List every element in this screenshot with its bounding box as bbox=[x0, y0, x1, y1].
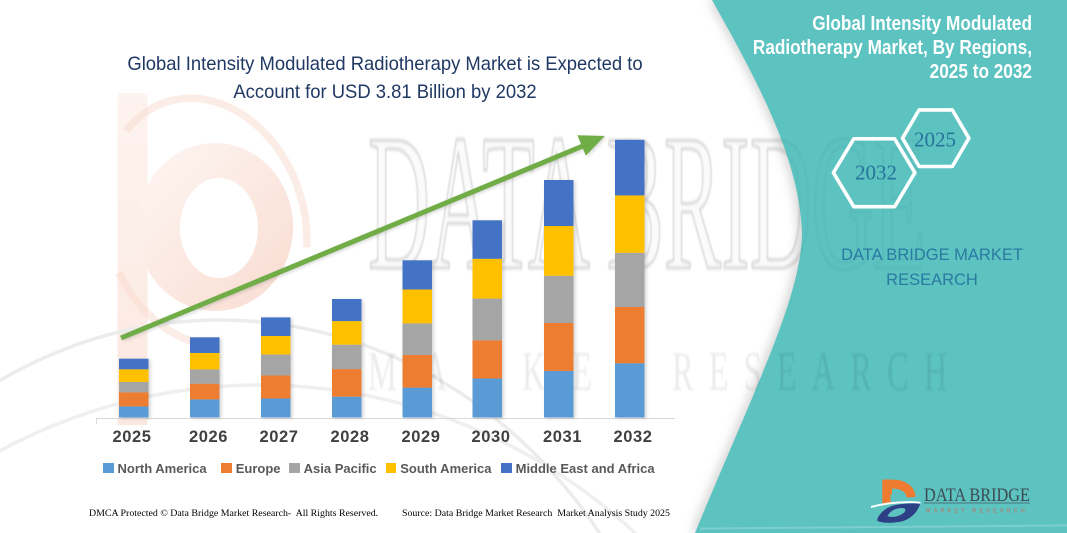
svg-text:DATA BRIDGE: DATA BRIDGE bbox=[924, 485, 1030, 506]
svg-text:MARKET RESEARCH: MARKET RESEARCH bbox=[926, 508, 1028, 515]
svg-text:2025: 2025 bbox=[914, 128, 956, 152]
svg-text:2032: 2032 bbox=[855, 161, 897, 185]
